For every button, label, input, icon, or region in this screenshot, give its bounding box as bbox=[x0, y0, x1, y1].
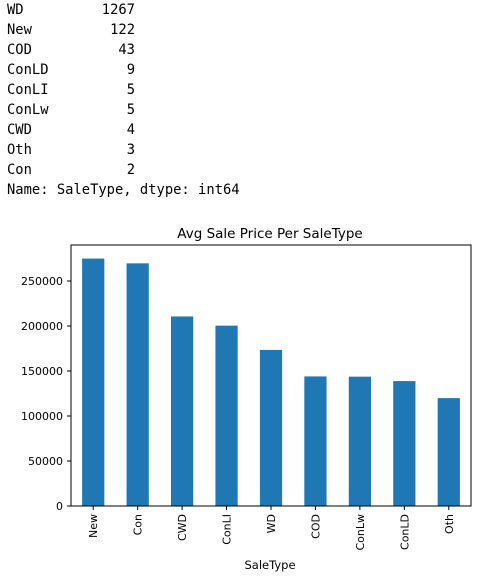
output-row-value: 1267 bbox=[101, 2, 135, 18]
output-row: ConLD 9 bbox=[7, 60, 477, 80]
y-tick-label: 0 bbox=[56, 500, 63, 513]
y-axis: 0 50000 100000 150000 200000 250000 bbox=[21, 275, 71, 513]
output-row: New 122 bbox=[7, 20, 477, 40]
series-summary: Name: SaleType, dtype: int64 bbox=[7, 182, 240, 198]
output-row-key: ConLI bbox=[7, 82, 49, 98]
bar-conlw bbox=[348, 376, 371, 506]
output-row: Oth 3 bbox=[7, 140, 477, 160]
output-row-value: 3 bbox=[126, 142, 135, 158]
output-row-value: 5 bbox=[126, 82, 135, 98]
output-row: CWD 4 bbox=[7, 120, 477, 140]
output-row-value: 4 bbox=[126, 122, 135, 138]
output-row-key: New bbox=[7, 22, 32, 38]
output-row-key: ConLD bbox=[7, 62, 49, 78]
x-tick-label: New bbox=[87, 514, 100, 538]
x-tick-label: ConLw bbox=[354, 514, 367, 551]
bar-con bbox=[126, 263, 149, 506]
chart-title: Avg Sale Price Per SaleType bbox=[177, 226, 362, 242]
bar-cod bbox=[304, 376, 327, 506]
bar-conli bbox=[215, 325, 238, 506]
y-tick-label: 150000 bbox=[21, 365, 63, 378]
output-row-key: Oth bbox=[7, 142, 32, 158]
output-row-key: Con bbox=[7, 162, 32, 178]
y-tick-label: 200000 bbox=[21, 320, 63, 333]
x-tick-label: WD bbox=[265, 514, 278, 533]
bar-group bbox=[82, 258, 460, 506]
x-tick-label: COD bbox=[309, 514, 322, 539]
output-row: Con 2 bbox=[7, 160, 477, 180]
x-axis: New Con CWD ConLI WD COD ConLw ConLD Oth bbox=[87, 506, 456, 551]
output-row-key: CWD bbox=[7, 122, 32, 138]
bar-conld bbox=[393, 381, 416, 506]
output-row-value: 9 bbox=[126, 62, 135, 78]
series-output: WD 1267 New 122 COD 43 ConLD 9 ConLI 5 C… bbox=[7, 0, 477, 200]
bar-chart: Avg Sale Price Per SaleType 0 50000 100000… bbox=[21, 226, 472, 572]
output-row: COD 43 bbox=[7, 40, 477, 60]
output-row-value: 2 bbox=[126, 162, 135, 178]
x-tick-label: Oth bbox=[443, 514, 456, 534]
output-row: ConLI 5 bbox=[7, 80, 477, 100]
x-axis-label: SaleType bbox=[244, 558, 295, 572]
bar-wd bbox=[259, 349, 283, 506]
output-row-value: 43 bbox=[118, 42, 135, 58]
output-row: WD 1267 bbox=[7, 0, 477, 20]
y-tick-label: 50000 bbox=[28, 455, 63, 468]
output-row-value: 122 bbox=[110, 22, 135, 38]
output-row-value: 5 bbox=[126, 102, 135, 118]
bar-cwd bbox=[171, 316, 194, 506]
x-tick-label: ConLD bbox=[398, 514, 411, 550]
bar-oth bbox=[437, 398, 460, 506]
y-tick-label: 100000 bbox=[21, 410, 63, 423]
output-row-key: ConLw bbox=[7, 102, 49, 118]
x-tick-label: ConLI bbox=[221, 514, 234, 545]
output-row: ConLw 5 bbox=[7, 100, 477, 120]
output-row-key: COD bbox=[7, 42, 32, 58]
bar-new bbox=[82, 258, 105, 506]
plot-frame bbox=[70, 244, 472, 507]
x-tick-label: CWD bbox=[176, 514, 189, 541]
output-row-key: WD bbox=[7, 2, 24, 18]
y-tick-label: 250000 bbox=[21, 275, 63, 288]
x-tick-label: Con bbox=[132, 514, 145, 535]
